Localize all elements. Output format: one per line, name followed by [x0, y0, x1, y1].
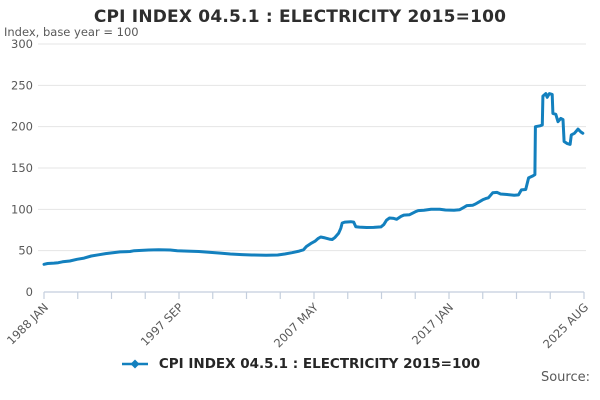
x-tick-label: 2017 JAN	[409, 300, 456, 347]
plot-area: 0 50 100 150 200 250 300 1988 JAN 1997 SEP 2007 M…	[4, 37, 591, 351]
x-tick-label: 2025 AUG	[540, 300, 591, 351]
data-line	[42, 92, 585, 266]
legend-line-marker-icon	[121, 359, 148, 369]
y-axis-unit-label: Index, base year = 100	[4, 25, 139, 39]
x-tick-label: 1997 SEP	[138, 300, 186, 348]
y-tick-label: 300	[11, 37, 33, 51]
y-tick-label: 100	[11, 202, 33, 216]
x-tick-label: 1988 JAN	[4, 300, 51, 347]
legend-label: CPI INDEX 04.5.1 : ELECTRICITY 2015=100	[158, 356, 481, 372]
y-tick-label: 0	[26, 285, 33, 299]
x-tick-label: 2007 MAY	[271, 300, 322, 351]
legend: CPI INDEX 04.5.1 : ELECTRICITY 2015=100	[0, 356, 600, 372]
y-tick-label: 50	[18, 244, 33, 258]
y-tick-label: 200	[11, 120, 33, 134]
source-label: Source:	[540, 370, 590, 385]
chart-title: CPI INDEX 04.5.1 : ELECTRICITY 2015=100	[93, 7, 507, 27]
line-chart-svg: 0 50 100 150 200 250 300 1988 JAN 1997 SEP 2007 M…	[4, 37, 591, 351]
y-tick-label: 250	[11, 78, 33, 92]
y-tick-label: 150	[11, 161, 33, 175]
